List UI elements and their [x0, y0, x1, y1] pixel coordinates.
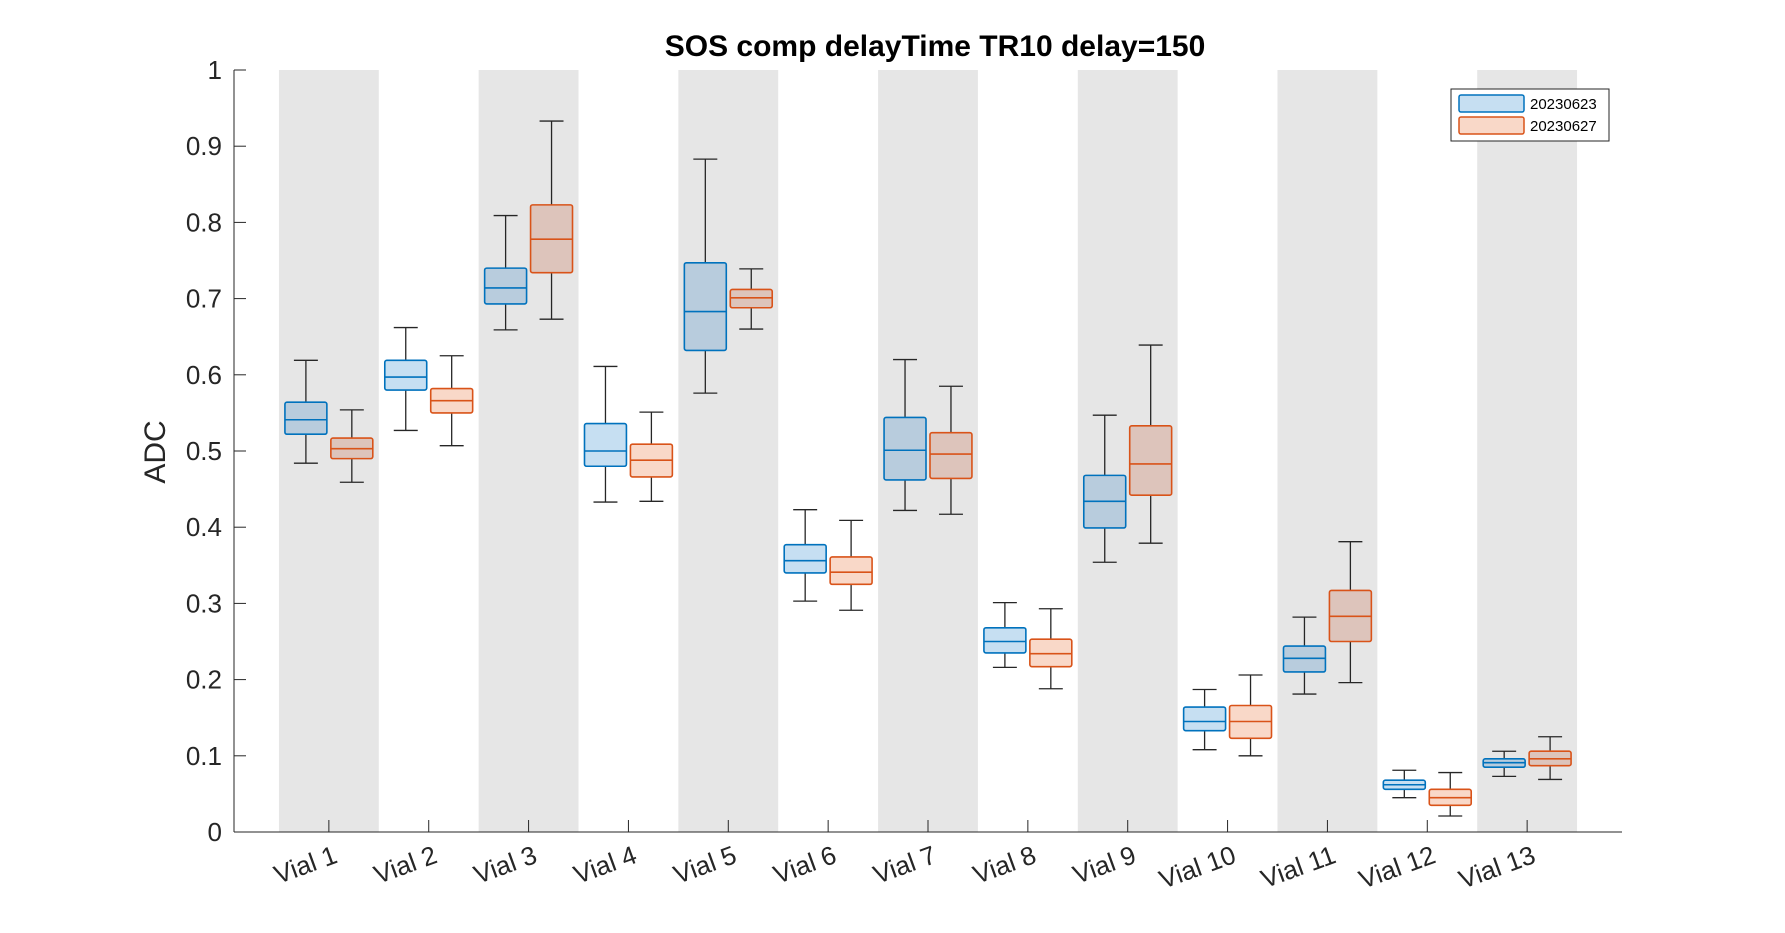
x-tick-label: Vial 6 [769, 839, 840, 889]
box-2-13 [1528, 736, 1572, 781]
legend-label: 20230623 [1530, 96, 1597, 113]
box-2-10 [1228, 674, 1273, 757]
box-1-13 [1482, 750, 1526, 778]
x-tick-label: Vial 5 [669, 839, 740, 889]
box-1-4 [583, 365, 628, 503]
category-band-13 [1477, 70, 1578, 832]
x-tick-label: Vial 11 [1257, 839, 1340, 894]
y-tick-label: 0.5 [186, 436, 222, 466]
y-axis-label: ADC [139, 420, 172, 483]
box-1-8 [983, 601, 1027, 669]
box-2-11 [1328, 541, 1373, 684]
axes [233, 69, 1622, 833]
x-tick-label: Vial 13 [1455, 839, 1540, 894]
box-1-6 [783, 509, 827, 602]
y-tick-label: 0.8 [186, 207, 222, 237]
legend: 20230623 20230627 [1450, 88, 1610, 142]
box-body [683, 261, 728, 352]
box-1-5 [683, 158, 728, 394]
legend-label: 20230627 [1530, 118, 1597, 135]
y-tick-label: 0 [208, 817, 222, 847]
box-2-1 [330, 409, 374, 483]
box-2-4 [629, 411, 674, 502]
box-2-5 [729, 268, 774, 330]
box-body [883, 416, 927, 481]
box-body [383, 359, 428, 391]
box-body [783, 543, 827, 574]
box-1-7 [883, 358, 927, 512]
box-body [829, 556, 873, 586]
box-body [929, 431, 973, 480]
x-tick-label: Vial 8 [969, 839, 1040, 889]
x-tick-label: Vial 2 [370, 839, 441, 889]
x-tick-label: Vial 4 [570, 839, 641, 889]
box-body [1182, 706, 1227, 732]
y-tick-label: 0.9 [186, 131, 222, 161]
box-2-2 [429, 355, 474, 447]
chart-title: SOS comp delayTime TR10 delay=150 [665, 30, 1206, 63]
legend-swatch [1458, 116, 1525, 135]
box-1-3 [483, 214, 528, 331]
y-tick-label: 0.3 [186, 588, 222, 618]
y-tick-label: 0.1 [186, 741, 222, 771]
box-2-9 [1128, 344, 1173, 544]
box-body [583, 422, 628, 468]
box-1-1 [284, 359, 328, 464]
legend-swatch [1458, 94, 1525, 113]
x-tick-label: Vial 10 [1155, 839, 1240, 894]
x-tick-label: Vial 3 [470, 839, 541, 889]
box-2-12 [1428, 771, 1473, 817]
category-band-11 [1277, 70, 1378, 832]
box-series [284, 120, 1572, 817]
box-1-9 [1082, 414, 1127, 563]
x-tick-label: Vial 12 [1355, 839, 1440, 894]
box-body [1128, 425, 1173, 496]
box-body [483, 267, 528, 305]
y-tick-label: 0.6 [186, 360, 222, 390]
box-1-10 [1182, 688, 1227, 751]
x-tick-label: Vial 1 [270, 839, 341, 889]
x-tick-label: Vial 7 [869, 839, 940, 889]
box-2-6 [829, 519, 873, 611]
box-body [284, 401, 328, 436]
category-bands [278, 70, 1578, 832]
y-tick-label: 0.2 [186, 665, 222, 695]
y-tick-label: 0.7 [186, 284, 222, 314]
y-tick-label: 1 [208, 55, 222, 85]
box-2-8 [1029, 608, 1073, 690]
category-band-3 [478, 70, 579, 832]
box-2-7 [929, 385, 973, 515]
box-2-3 [529, 120, 574, 320]
box-1-11 [1282, 616, 1327, 695]
box-1-2 [383, 326, 428, 432]
category-band-5 [678, 70, 779, 832]
x-tick-label: Vial 9 [1069, 839, 1140, 889]
box-body [983, 626, 1027, 654]
y-tick-label: 0.4 [186, 512, 222, 542]
box-1-12 [1382, 769, 1427, 799]
